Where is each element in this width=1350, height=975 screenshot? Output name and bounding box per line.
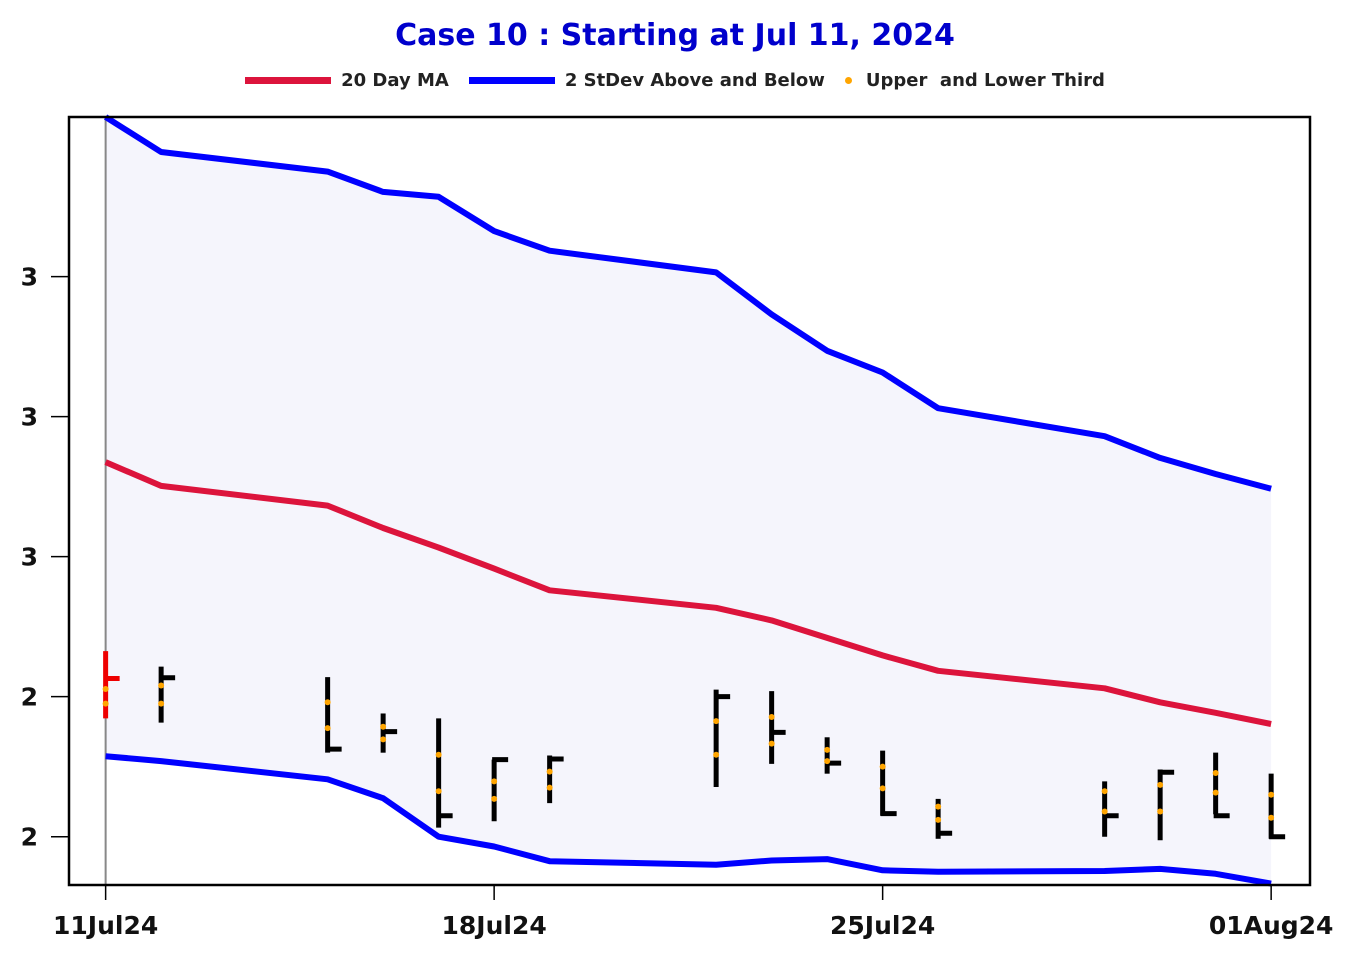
lower-band-line bbox=[105, 753, 1272, 887]
lower-third-dot bbox=[1157, 808, 1164, 815]
x-axis: 11Jul24 18Jul24 25Jul24 01Aug24 bbox=[53, 885, 1333, 940]
legend-thirds-label: Upper and Lower Third bbox=[865, 70, 1105, 91]
ohlc-bar-8 bbox=[768, 691, 786, 764]
lower-third-dot bbox=[768, 740, 775, 747]
lower-third-dot bbox=[324, 725, 331, 732]
lower-third-dot bbox=[158, 700, 165, 707]
ohlc-bar-1 bbox=[158, 666, 176, 723]
lower-third-dot bbox=[435, 788, 442, 795]
ohlc-bar-12 bbox=[1157, 769, 1175, 841]
lower-third-dot bbox=[546, 784, 553, 791]
upper-third-dot bbox=[1157, 781, 1164, 788]
upper-third-dot bbox=[824, 746, 831, 753]
ohlc-bar-7 bbox=[713, 689, 731, 787]
lower-third-dot bbox=[1212, 789, 1219, 796]
legend-ma-label: 20 Day MA bbox=[341, 70, 449, 91]
ohlc-bar-4 bbox=[435, 718, 453, 828]
lower-third-dot bbox=[380, 736, 387, 743]
upper-band-line bbox=[103, 114, 1272, 492]
y-tick-label: 2 bbox=[21, 823, 38, 852]
upper-third-dot bbox=[546, 768, 553, 775]
ohlc-bars bbox=[102, 651, 1286, 841]
chart-title: Case 10 : Starting at Jul 11, 2024 bbox=[395, 18, 955, 53]
upper-third-dot bbox=[491, 778, 498, 785]
upper-third-dot bbox=[1268, 791, 1275, 798]
ohlc-bar-14 bbox=[1212, 752, 1230, 819]
upper-third-dot bbox=[435, 751, 442, 758]
lower-third-dot bbox=[879, 785, 886, 792]
ohlc-bar-2 bbox=[324, 677, 342, 753]
lower-third-dot bbox=[713, 751, 720, 758]
upper-third-dot bbox=[380, 723, 387, 730]
lower-third-dot bbox=[491, 795, 498, 802]
bollinger-band-fill bbox=[105, 117, 1272, 884]
upper-third-dot bbox=[879, 763, 886, 770]
ohlc-bar-13 bbox=[1101, 781, 1119, 837]
x-tick-label: 18Jul24 bbox=[442, 911, 547, 940]
ohlc-bar-6 bbox=[546, 755, 564, 804]
lower-third-dot bbox=[824, 758, 831, 765]
upper-third-dot bbox=[324, 699, 331, 706]
ohlc-bar-3 bbox=[380, 713, 398, 753]
lower-third-dot bbox=[1101, 808, 1108, 815]
upper-third-dot bbox=[768, 713, 775, 720]
moving-average-line bbox=[104, 459, 1272, 727]
ohlc-bar-9 bbox=[824, 737, 842, 774]
ohlc-bar-5 bbox=[491, 757, 509, 822]
y-tick-label: 3 bbox=[21, 263, 38, 292]
y-tick-label: 2 bbox=[21, 683, 38, 712]
ohlc-bar-0 bbox=[102, 651, 120, 719]
legend-thirds-dot bbox=[844, 77, 852, 84]
legend-band-label: 2 StDev Above and Below bbox=[564, 70, 825, 91]
legend-item-thirds: Upper and Lower Third bbox=[844, 70, 1105, 91]
legend-item-ma: 20 Day MA bbox=[245, 70, 449, 91]
upper-third-dot bbox=[935, 803, 942, 810]
upper-third-dot bbox=[1212, 769, 1219, 776]
upper-third-dot bbox=[713, 718, 720, 725]
series-lines bbox=[103, 114, 1272, 887]
legend-item-band: 2 StDev Above and Below bbox=[468, 70, 825, 91]
band-fill-area bbox=[105, 117, 1272, 884]
x-tick-label: 01Aug24 bbox=[1209, 911, 1334, 940]
x-tick-label: 11Jul24 bbox=[53, 911, 158, 940]
upper-third-dot bbox=[1101, 788, 1108, 795]
ohlc-bar-11 bbox=[935, 798, 953, 839]
ohlc-bar-10 bbox=[879, 750, 897, 817]
x-tick-label: 25Jul24 bbox=[830, 911, 935, 940]
ohlc-bar-15 bbox=[1268, 773, 1286, 840]
y-tick-label: 3 bbox=[21, 543, 38, 572]
upper-third-dot bbox=[158, 682, 165, 689]
y-tick-label: 3 bbox=[21, 403, 38, 432]
lower-third-dot bbox=[935, 816, 942, 823]
legend-ma-swatch bbox=[245, 77, 332, 84]
upper-third-dot bbox=[102, 685, 109, 692]
legend: 20 Day MA 2 StDev Above and Below Upper … bbox=[0, 70, 1350, 91]
y-axis: 2 2 3 3 3 bbox=[21, 263, 69, 852]
lower-third-dot bbox=[102, 700, 109, 707]
plot-frame bbox=[67, 115, 1312, 887]
legend-band-swatch bbox=[468, 77, 555, 84]
lower-third-dot bbox=[1268, 814, 1275, 821]
